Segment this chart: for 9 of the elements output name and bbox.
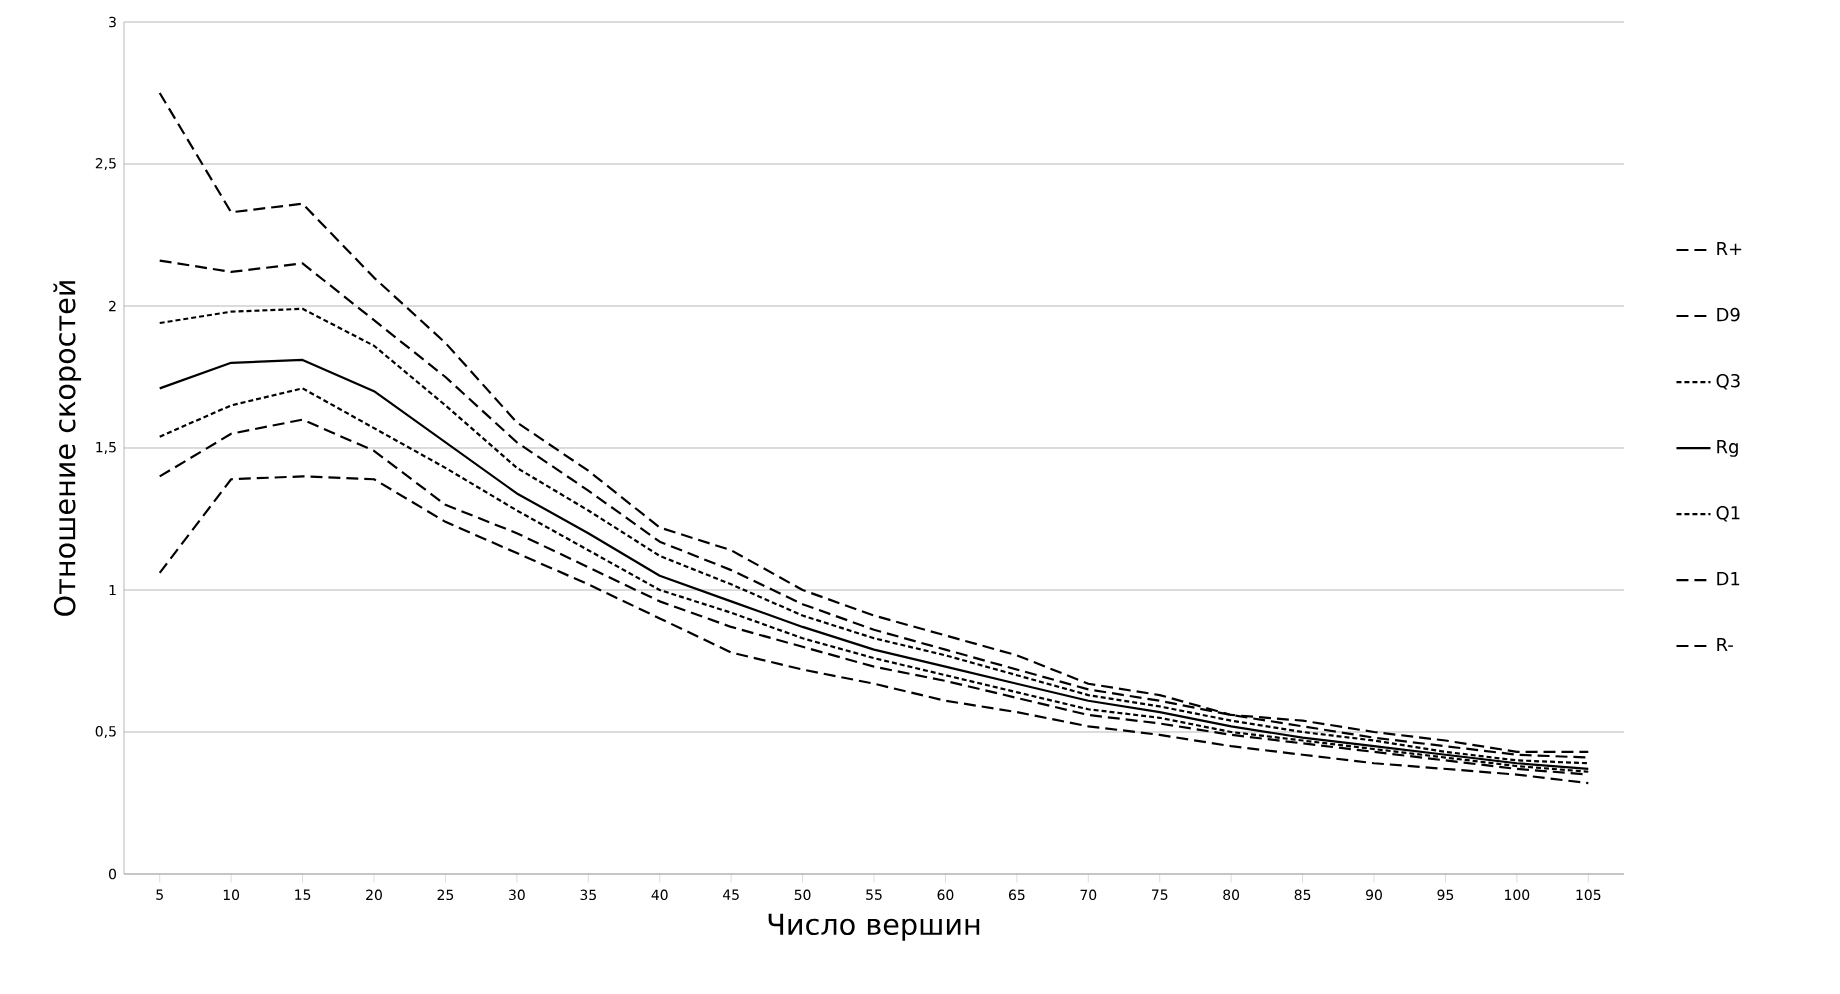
legend-label: Q3 [1716,373,1740,390]
legend-label: R+ [1717,242,1742,256]
legend-label: Rg [1717,440,1738,457]
legend-label: R- [1717,637,1733,652]
legend-label: D1 [1717,572,1740,586]
x-axis-title: Число вершин [768,913,980,941]
legend-label: Q1 [1716,505,1740,522]
legend-label: D9 [1717,307,1740,322]
y-axis-title: Отношение скоростей [53,281,82,616]
